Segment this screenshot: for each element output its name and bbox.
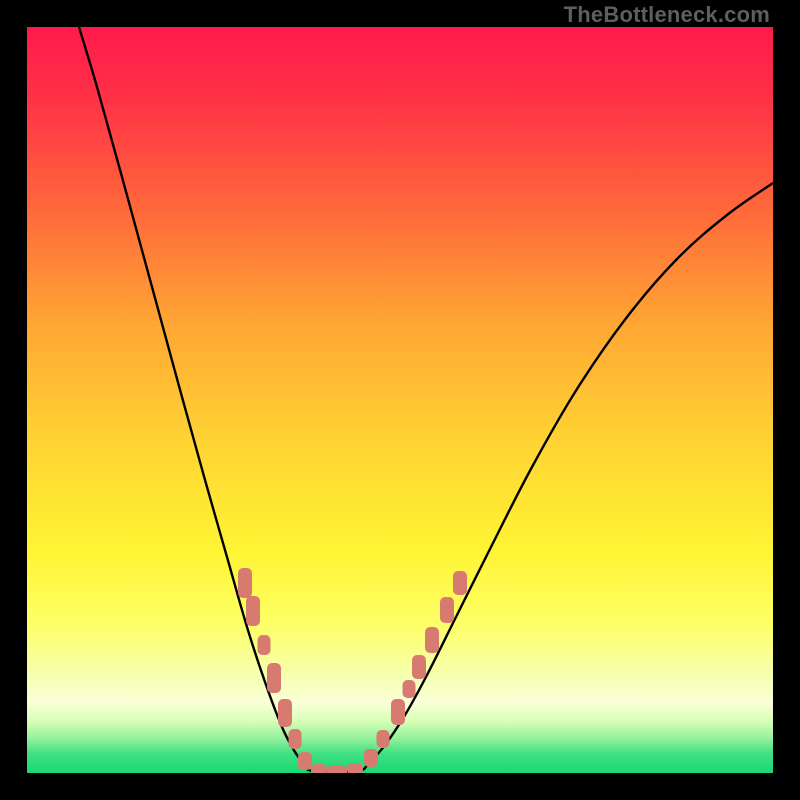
- curve-marker: [238, 568, 252, 598]
- plot-area: [27, 27, 773, 773]
- curve-marker: [425, 627, 439, 653]
- gradient-background: [27, 27, 773, 773]
- curve-marker: [289, 729, 302, 749]
- curve-marker: [403, 680, 416, 698]
- curve-marker: [327, 765, 347, 773]
- watermark-text: TheBottleneck.com: [564, 2, 770, 28]
- plot-svg: [27, 27, 773, 773]
- curve-marker: [246, 596, 260, 626]
- curve-marker: [440, 597, 454, 623]
- curve-marker: [347, 763, 363, 773]
- curve-marker: [258, 635, 271, 655]
- curve-marker: [391, 699, 405, 725]
- curve-marker: [412, 655, 426, 679]
- curve-marker: [311, 764, 327, 773]
- curve-marker: [364, 749, 378, 767]
- curve-marker: [298, 752, 312, 770]
- curve-marker: [453, 571, 467, 595]
- curve-marker: [377, 730, 390, 748]
- curve-marker: [267, 663, 281, 693]
- chart-frame: TheBottleneck.com: [0, 0, 800, 800]
- curve-marker: [278, 699, 292, 727]
